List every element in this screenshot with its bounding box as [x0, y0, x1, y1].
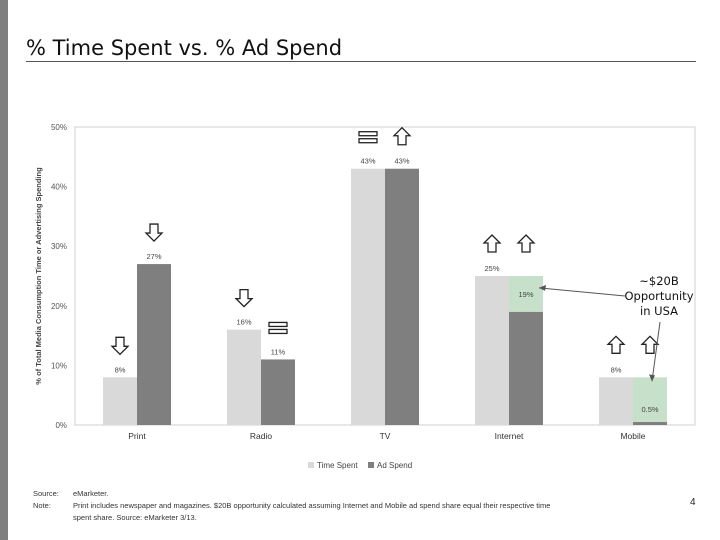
source-text: eMarketer.: [73, 489, 109, 498]
callout-pointer-internet: [538, 287, 626, 297]
arrow-down-icon: [144, 223, 164, 242]
legend-label: Time Spent: [317, 461, 358, 470]
arrow-up-icon: [392, 126, 412, 146]
y-tick-label: 50%: [51, 123, 67, 132]
arrow-up-icon: [516, 234, 536, 253]
bar-time-spent: [599, 377, 633, 425]
slide-title: % Time Spent vs. % Ad Spend: [26, 36, 343, 60]
data-label: 27%: [146, 252, 161, 261]
legend-label: Ad Spend: [377, 461, 412, 470]
arrow-up-icon: [640, 335, 660, 354]
data-label: 16%: [236, 318, 251, 327]
data-label: 8%: [611, 365, 622, 374]
y-tick-label: 40%: [51, 183, 67, 192]
callout-arrowhead-internet: [539, 284, 546, 291]
arrow-down-icon: [234, 288, 254, 308]
y-axis-label: % of Total Media Consumption Time or Adv…: [34, 167, 43, 385]
data-label: 0.5%: [641, 405, 658, 414]
page-number: 4: [690, 497, 696, 508]
bar-time-spent: [227, 329, 261, 425]
arrow-down-icon: [110, 336, 130, 356]
bar-ad-spend: [261, 359, 295, 425]
data-label: 43%: [360, 157, 375, 166]
data-label: 11%: [271, 347, 286, 356]
x-tick-label: Print: [128, 431, 146, 441]
opportunity-gap-box: [509, 276, 543, 312]
x-tick-label: Internet: [495, 431, 524, 441]
opportunity-callout: ~$20B Opportunity in USA: [606, 274, 712, 319]
callout-line-1: ~$20B: [639, 274, 679, 288]
data-label: 43%: [394, 157, 409, 166]
arrow-up-icon: [606, 335, 626, 354]
bar-time-spent: [351, 168, 385, 425]
legend-swatch: [308, 462, 314, 468]
left-accent-bar: [0, 0, 8, 540]
note-text: Print includes newspaper and magazines. …: [73, 501, 551, 522]
x-tick-label: Radio: [250, 431, 272, 441]
equal-icon: [268, 321, 288, 335]
bar-ad-spend: [633, 422, 667, 425]
bar-ad-spend: [385, 168, 419, 425]
y-tick-label: 20%: [51, 302, 67, 311]
y-tick-label: 10%: [51, 361, 67, 370]
x-tick-label: TV: [380, 431, 391, 441]
title-divider: [26, 61, 696, 62]
callout-pointer-mobile: [651, 321, 661, 382]
note-label: Note:: [33, 501, 51, 510]
legend-swatch: [368, 462, 374, 468]
arrow-up-icon: [482, 234, 502, 253]
callout-arrowhead-mobile: [649, 374, 655, 382]
x-tick-label: Mobile: [620, 431, 645, 441]
data-label: 8%: [115, 365, 126, 374]
opportunity-gap-box: [633, 377, 667, 423]
callout-line-2: Opportunity: [624, 289, 694, 303]
source-label: Source:: [33, 489, 59, 498]
callout-line-3: in USA: [640, 304, 678, 318]
equal-icon: [358, 131, 378, 144]
data-label: 19%: [518, 290, 533, 299]
y-tick-label: 0%: [55, 421, 67, 430]
bar-time-spent: [475, 276, 509, 425]
bar-ad-spend: [509, 311, 543, 425]
bar-time-spent: [103, 377, 137, 425]
bar-ad-spend: [137, 264, 171, 425]
data-label: 25%: [484, 264, 499, 273]
y-tick-label: 30%: [51, 242, 67, 251]
